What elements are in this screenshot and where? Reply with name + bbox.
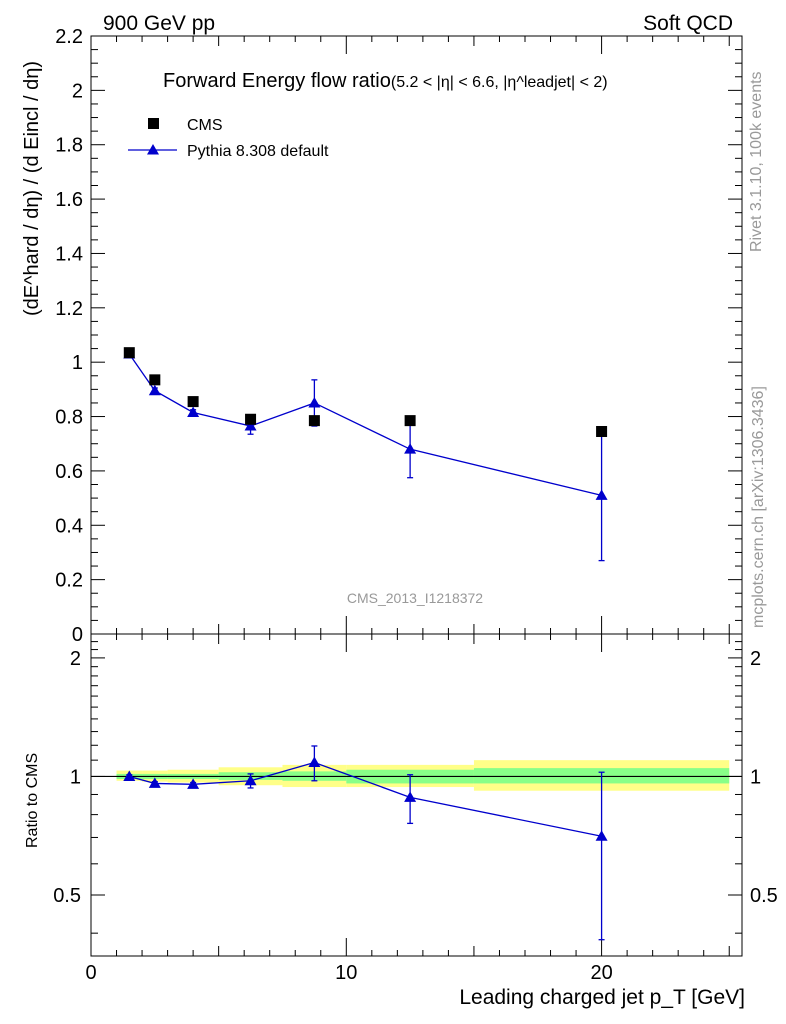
- ratio-plot-frame: [90, 633, 743, 957]
- ratio-pythia-point: [595, 830, 608, 841]
- ratio-pythia-point: [244, 774, 257, 786]
- chart-title-main: Forward Energy flow ratio: [163, 70, 391, 92]
- chart-title: Forward Energy flow ratio(5.2 < |η| < 6.…: [163, 70, 608, 92]
- x-tick-label: 20: [590, 962, 612, 984]
- legend-cms-marker: [148, 118, 159, 129]
- ratio-chart-marks: [123, 745, 608, 941]
- ratio-y-tick-label-right: 1: [750, 766, 761, 788]
- header-right: Soft QCD: [643, 12, 733, 35]
- ratio-y-tick-label-right: 0.5: [750, 885, 778, 907]
- cms-point: [308, 415, 320, 427]
- ratio-y-tick-label: 0.5: [53, 885, 81, 907]
- ratio-pythia-point: [148, 777, 161, 788]
- pythia-point: [404, 443, 417, 454]
- main-y-tick-label: 1.4: [55, 243, 83, 265]
- main-chart-marks: [123, 347, 608, 562]
- pythia-point: [148, 384, 161, 396]
- main-y-tick-label: 1.2: [55, 298, 83, 320]
- x-axis-label: Leading charged jet p_T [GeV]: [459, 986, 745, 1009]
- pythia-line: [128, 353, 602, 497]
- cms-point: [149, 374, 161, 386]
- legend-pythia-marker: [147, 144, 159, 155]
- ratio-pythia-point: [123, 770, 136, 781]
- main-y-tick-label: 1: [72, 352, 83, 374]
- analysis-watermark: CMS_2013_I1218372: [347, 590, 483, 606]
- ratio-panel: 0.5 0.51 12 20 10 20 Ratio to CMS Leading cha…: [24, 633, 778, 1009]
- chart-title-condition: (5.2 < |η| < 6.6, |η^leadjet| < 2): [391, 74, 608, 91]
- cms-point: [123, 347, 135, 359]
- rivet-label: Rivet 3.1.10, 100k events: [748, 71, 765, 252]
- ratio-y-tick-label-right: 2: [750, 648, 761, 670]
- main-y-tick-label: 0.6: [55, 461, 83, 483]
- legend-cms-label: CMS: [187, 117, 223, 134]
- cms-point: [596, 425, 608, 437]
- x-tick-label: 10: [335, 962, 357, 984]
- legend: CMS Pythia 8.308 default: [128, 117, 329, 160]
- main-y-tick-label: 0.4: [55, 515, 83, 537]
- pythia-point: [244, 420, 257, 431]
- ratio-pythia-point: [187, 778, 200, 789]
- ratio-axis-ticks: 0.5 0.51 12 20 10 20: [53, 634, 778, 984]
- mcplots-label: mcplots.cern.ch [arXiv:1306.3436]: [750, 386, 767, 628]
- main-y-axis-label: (dE^hard / dη) / (d Eincl / dη): [21, 61, 43, 316]
- pythia-point: [308, 396, 321, 408]
- ratio-pythia-point: [308, 756, 321, 767]
- main-y-tick-label: 2.2: [55, 26, 83, 48]
- main-panel: 0 0.2 0.4 0.6 0.8 1 1.2 1.4 1.6 1.8 2 2.2 Forward E…: [21, 26, 743, 646]
- main-y-tick-label: 1.8: [55, 135, 83, 157]
- x-tick-label: 0: [85, 962, 96, 984]
- ratio-y-tick-label: 1: [70, 766, 81, 788]
- cms-point: [187, 396, 199, 408]
- main-y-tick-label: 1.6: [55, 189, 83, 211]
- main-y-tick-label: 0.8: [55, 407, 83, 429]
- main-y-tick-label: 0.2: [55, 570, 83, 592]
- ratio-uncertainty-bands: [91, 760, 742, 791]
- ratio-pythia-point: [404, 791, 417, 802]
- main-y-tick-label: 2: [72, 80, 83, 102]
- cms-point: [245, 413, 257, 425]
- header-left: 900 GeV pp: [103, 12, 215, 35]
- main-y-tick-label: 0: [72, 624, 83, 646]
- ratio-y-tick-label: 2: [70, 648, 81, 670]
- ratio-y-axis-label: Ratio to CMS: [24, 753, 41, 848]
- legend-pythia-label: Pythia 8.308 default: [187, 143, 329, 160]
- pythia-point: [187, 406, 200, 417]
- main-axis-ticks: 0 0.2 0.4 0.6 0.8 1 1.2 1.4 1.6 1.8 2 2.2: [55, 26, 742, 646]
- cms-point: [404, 415, 416, 427]
- pythia-point: [595, 489, 608, 500]
